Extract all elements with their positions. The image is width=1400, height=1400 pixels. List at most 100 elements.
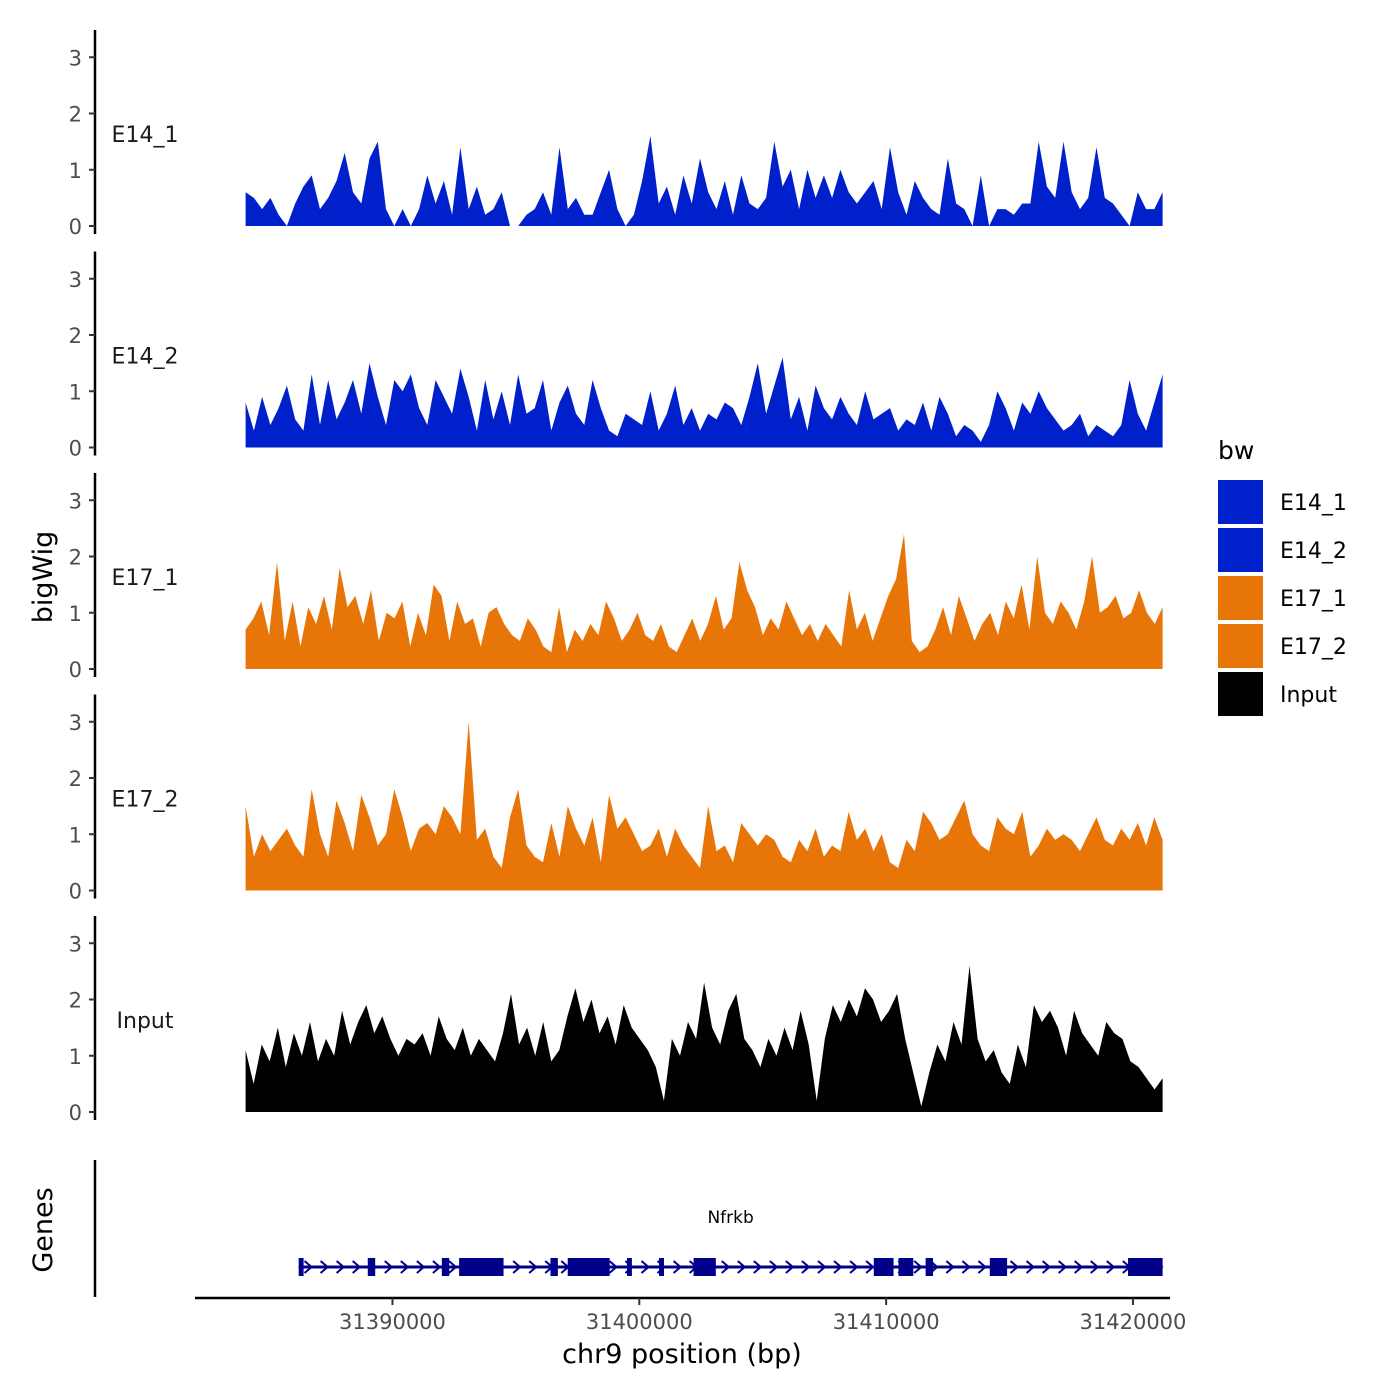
- legend-swatch: [1218, 672, 1263, 716]
- y-tick-label: 0: [69, 880, 82, 904]
- strand-arrow: [672, 1260, 683, 1274]
- gene-exon: [298, 1258, 304, 1276]
- gene-exon: [925, 1258, 934, 1276]
- y-tick-label: 3: [69, 489, 82, 513]
- track-label: E14_2: [112, 345, 179, 370]
- strand-arrow: [913, 1260, 923, 1274]
- gene-exon: [1128, 1258, 1163, 1276]
- strand-arrow: [448, 1260, 458, 1274]
- strand-arrow: [753, 1260, 763, 1274]
- y-tick-label: 0: [69, 437, 82, 461]
- strand-arrow: [769, 1260, 779, 1274]
- bigwig-tracks: 0 1 2 3 E14_1 0 1 2 3 E14_2 0 1 2 3 E17_1 0 1 2 3 E17_2 0 1 2 3…: [69, 30, 1163, 1125]
- y-tick-label: 1: [69, 602, 82, 626]
- strand-arrow: [801, 1260, 811, 1274]
- strand-arrow: [977, 1260, 987, 1274]
- genes-track: Nfrkb: [93, 1160, 1164, 1297]
- gene-exon: [459, 1258, 504, 1276]
- y-tick-label: 3: [69, 46, 82, 70]
- legend-label: E17_1: [1280, 587, 1347, 612]
- y-tick-label: 0: [69, 658, 82, 682]
- legend-swatch: [1218, 480, 1263, 524]
- strand-arrow: [608, 1260, 618, 1274]
- y-tick-label: 0: [69, 1101, 82, 1125]
- y-tick-label: 1: [69, 1045, 82, 1069]
- strand-arrow: [303, 1260, 314, 1274]
- y-tick-label: 3: [69, 932, 82, 956]
- strand-arrow: [961, 1260, 971, 1274]
- x-tick-label: 31410000: [833, 1310, 940, 1334]
- x-axis-label: chr9 position (bp): [562, 1339, 802, 1370]
- track-label: E17_2: [112, 788, 179, 813]
- y-tick-label: 2: [69, 103, 82, 127]
- x-tick-label: 31390000: [339, 1310, 446, 1334]
- track-E17_2: 0 1 2 3 E17_2: [69, 694, 1163, 904]
- y-tick-label: 2: [69, 989, 82, 1013]
- strand-arrow: [817, 1260, 827, 1274]
- track-label: E14_1: [112, 123, 179, 148]
- area-E17_2: [245, 721, 1163, 891]
- strand-arrow: [849, 1260, 859, 1274]
- strand-arrow: [1090, 1260, 1100, 1274]
- gene-name-label: Nfrkb: [707, 1208, 753, 1228]
- strand-arrow: [1057, 1260, 1068, 1274]
- strand-arrow: [384, 1260, 394, 1274]
- x-tick-label: 31400000: [586, 1310, 693, 1334]
- strand-arrow: [416, 1260, 426, 1274]
- y-tick-label: 2: [69, 767, 82, 791]
- strand-arrow: [1106, 1260, 1116, 1274]
- x-axis: 31390000 31400000 31410000 31420000: [195, 1296, 1187, 1334]
- x-tick-label: 31420000: [1080, 1310, 1187, 1334]
- strand-arrow: [721, 1260, 731, 1274]
- y-tick-label: 3: [69, 711, 82, 735]
- strand-arrow: [737, 1260, 747, 1274]
- track-label: E17_1: [112, 566, 179, 591]
- track-Input: 0 1 2 3 Input: [69, 916, 1163, 1125]
- legend-label: E14_2: [1280, 539, 1347, 564]
- y-tick-label: 2: [69, 546, 82, 570]
- strand-arrow: [785, 1260, 795, 1274]
- strand-arrow: [1009, 1260, 1020, 1274]
- strand-arrow: [528, 1260, 538, 1274]
- gene-exon: [441, 1258, 450, 1276]
- strand-arrow: [865, 1260, 875, 1274]
- strand-arrow: [319, 1260, 330, 1274]
- area-E14_1: [245, 136, 1163, 226]
- y-tick-label: 1: [69, 823, 82, 847]
- legend-swatch: [1218, 576, 1263, 620]
- genes-axis-label: Genes: [28, 1187, 59, 1272]
- gene-exon: [989, 1258, 1008, 1276]
- legend-label: E17_2: [1280, 635, 1347, 660]
- gene-exon: [898, 1258, 914, 1276]
- y-axis-label: bigWig: [28, 531, 59, 624]
- y-tick-label: 2: [69, 324, 82, 348]
- legend-title: bw: [1218, 436, 1254, 465]
- strand-arrow: [945, 1260, 955, 1274]
- gene-exon: [550, 1258, 558, 1276]
- track-label: Input: [117, 1009, 174, 1034]
- strand-arrow: [512, 1260, 522, 1274]
- gene-exon: [693, 1258, 716, 1276]
- strand-arrow: [1041, 1260, 1052, 1274]
- legend: bw E14_1 E14_2 E17_1 E17_2 Input: [1218, 436, 1347, 716]
- strand-arrow: [1025, 1260, 1036, 1274]
- strand-arrow: [352, 1260, 362, 1274]
- y-tick-label: 3: [69, 268, 82, 292]
- gene-exon: [626, 1258, 632, 1276]
- track-E17_1: 0 1 2 3 E17_1: [69, 473, 1163, 682]
- gene-exon: [567, 1258, 610, 1276]
- track-E14_2: 0 1 2 3 E14_2: [69, 251, 1163, 461]
- legend-label: E14_1: [1280, 491, 1347, 516]
- strand-arrow: [400, 1260, 410, 1274]
- strand-arrow: [833, 1260, 843, 1274]
- legend-label: Input: [1280, 683, 1337, 708]
- area-E17_1: [245, 534, 1163, 669]
- y-tick-label: 0: [69, 215, 82, 239]
- area-E14_2: [245, 357, 1163, 448]
- gene-exon: [873, 1258, 894, 1276]
- strand-arrow: [1074, 1260, 1084, 1274]
- gene-exon: [367, 1258, 376, 1276]
- strand-arrow: [335, 1260, 346, 1274]
- gene-exon: [659, 1258, 664, 1276]
